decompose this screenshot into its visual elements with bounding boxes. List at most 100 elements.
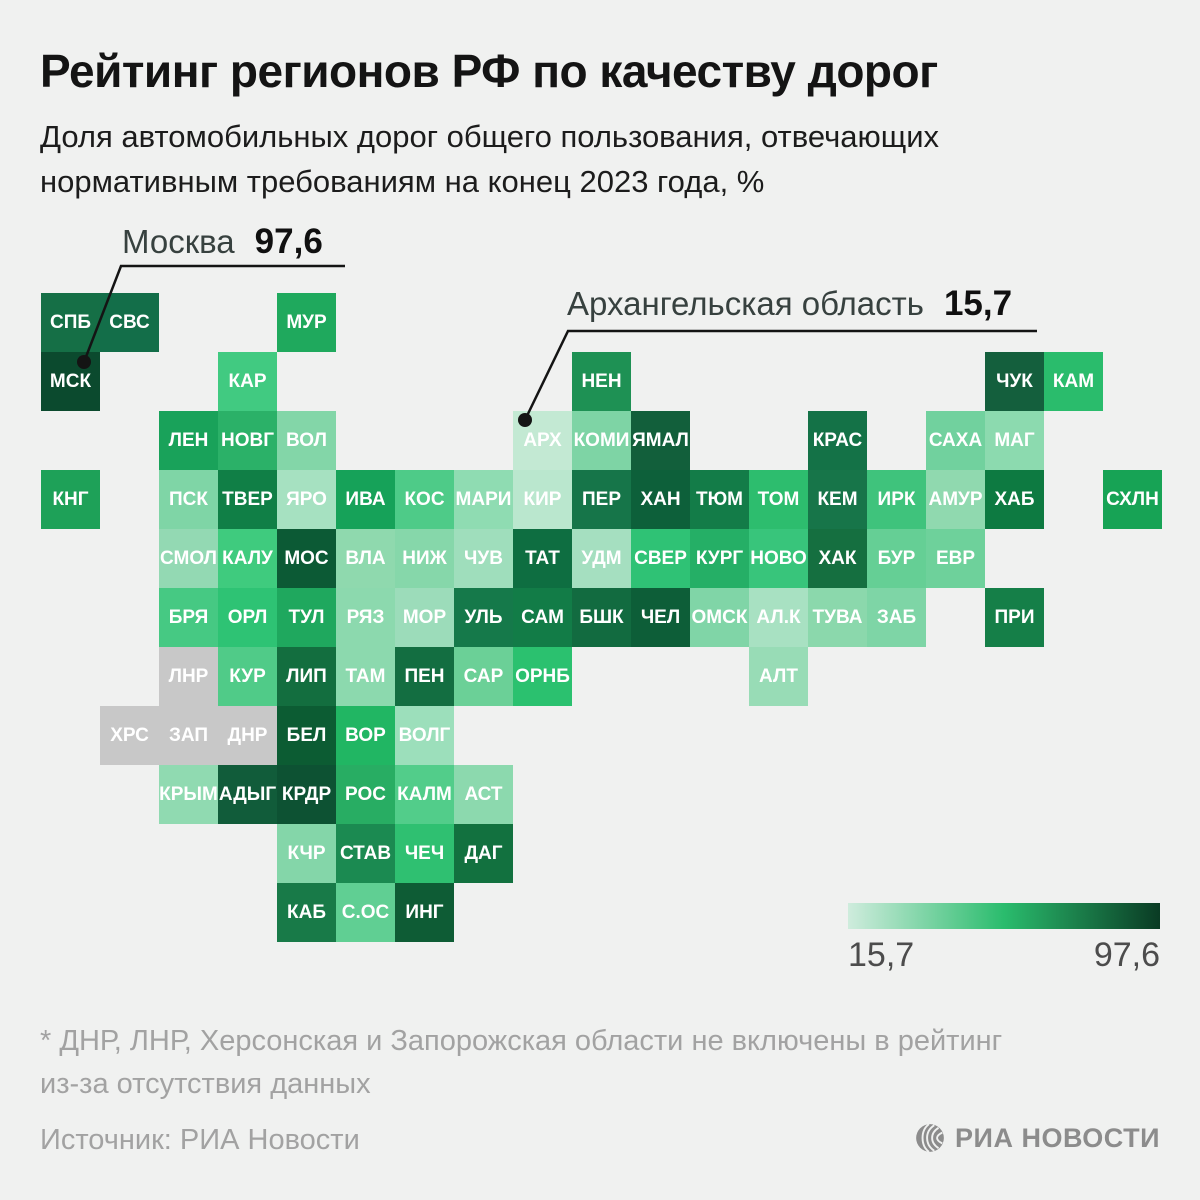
region-tile-ОРНБ: ОРНБ: [513, 647, 572, 706]
region-tile-КУРГ: КУРГ: [690, 529, 749, 588]
region-tile-label: РОС: [345, 783, 386, 805]
region-tile-label: ТОМ: [757, 488, 800, 510]
footnote: * ДНР, ЛНР, Херсонская и Запорожская обл…: [40, 1020, 1100, 1106]
region-tile-ХАБ: ХАБ: [985, 470, 1044, 529]
region-tile-label: ТЮМ: [695, 488, 744, 510]
region-tile-КАЛУ: КАЛУ: [218, 529, 277, 588]
region-tile-label: ПЕР: [581, 488, 621, 510]
annotation-moscow: Москва 97,6: [122, 222, 323, 262]
region-tile-ТУЛ: ТУЛ: [277, 588, 336, 647]
region-tile-label: АСТ: [464, 783, 503, 805]
region-tile-label: ЧУК: [996, 370, 1033, 392]
region-tile-label: КАМ: [1052, 370, 1095, 392]
region-tile-label: ИНГ: [405, 901, 444, 923]
legend-max-label: 97,6: [1093, 936, 1160, 974]
region-tile-САР: САР: [454, 647, 513, 706]
region-tile-label: ИВА: [345, 488, 386, 510]
region-tile-ДАГ: ДАГ: [454, 824, 513, 883]
ria-globe-icon: [916, 1123, 944, 1153]
region-tile-label: УДМ: [581, 547, 622, 569]
region-tile-ОРЛ: ОРЛ: [218, 588, 277, 647]
region-tile-label: ОМСК: [691, 606, 748, 628]
region-tile-МОС: МОС: [277, 529, 336, 588]
region-tile-ВЛА: ВЛА: [336, 529, 395, 588]
region-tile-label: ХАН: [640, 488, 681, 510]
region-tile-НИЖ: НИЖ: [395, 529, 454, 588]
region-tile-label: КАЛМ: [397, 783, 452, 805]
region-tile-label: ИРК: [877, 488, 916, 510]
region-tile-label: ТАТ: [525, 547, 560, 569]
region-tile-label: БЕЛ: [286, 724, 327, 746]
region-tile-ОМСК: ОМСК: [690, 588, 749, 647]
region-tile-КАР: КАР: [218, 352, 277, 411]
region-tile-label: СВС: [109, 311, 150, 333]
region-tile-КОС: КОС: [395, 470, 454, 529]
source-label: Источник: РИА Новости: [40, 1124, 360, 1156]
region-tile-ДНР: ДНР: [218, 706, 277, 765]
region-tile-СХЛН: СХЛН: [1103, 470, 1162, 529]
region-tile-НОВО: НОВО: [749, 529, 808, 588]
region-tile-СВС: СВС: [100, 293, 159, 352]
region-tile-СТАВ: СТАВ: [336, 824, 395, 883]
region-tile-РЯЗ: РЯЗ: [336, 588, 395, 647]
region-tile-ВОЛ: ВОЛ: [277, 411, 336, 470]
region-tile-label: КУРГ: [695, 547, 744, 569]
region-tile-ВОЛГ: ВОЛГ: [395, 706, 454, 765]
region-tile-КАМ: КАМ: [1044, 352, 1103, 411]
region-tile-БУР: БУР: [867, 529, 926, 588]
region-tile-label: НЕН: [581, 370, 622, 392]
region-tile-МАРИ: МАРИ: [454, 470, 513, 529]
region-tile-КОМИ: КОМИ: [572, 411, 631, 470]
region-tile-label: ТАМ: [345, 665, 386, 687]
region-tile-label: АЛТ: [759, 665, 798, 687]
region-tile-label: КОМИ: [573, 429, 630, 451]
region-tile-label: ХАК: [818, 547, 857, 569]
subtitle-line-2: нормативным требованиям на конец 2023 го…: [40, 164, 765, 199]
region-tile-КНГ: КНГ: [41, 470, 100, 529]
region-tile-АМУР: АМУР: [926, 470, 985, 529]
region-tile-МОР: МОР: [395, 588, 454, 647]
legend-min-label: 15,7: [848, 936, 915, 974]
region-tile-label: КРЫМ: [159, 783, 218, 805]
annotation-arkhangelsk-value: 15,7: [943, 284, 1013, 323]
region-tile-ЗАП: ЗАП: [159, 706, 218, 765]
region-tile-ИНГ: ИНГ: [395, 883, 454, 942]
region-tile-label: ЕВР: [935, 547, 976, 569]
region-tile-label: ПРИ: [994, 606, 1035, 628]
region-tile-ЛИП: ЛИП: [277, 647, 336, 706]
region-tile-КРЫМ: КРЫМ: [159, 765, 218, 824]
region-tile-КИР: КИР: [513, 470, 572, 529]
region-tile-КЕМ: КЕМ: [808, 470, 867, 529]
region-tile-ИРК: ИРК: [867, 470, 926, 529]
region-tile-label: КОС: [404, 488, 445, 510]
region-tile-label: С.ОС: [341, 901, 390, 923]
region-tile-ХАН: ХАН: [631, 470, 690, 529]
region-tile-СМОЛ: СМОЛ: [159, 529, 218, 588]
region-tile-АРХ: АРХ: [513, 411, 572, 470]
region-tile-label: ХРС: [110, 724, 149, 746]
region-tile-label: МОР: [402, 606, 447, 628]
region-tile-label: САХА: [928, 429, 983, 451]
region-tile-ЗАБ: ЗАБ: [867, 588, 926, 647]
region-tile-label: ВОЛГ: [398, 724, 451, 746]
region-tile-label: МОС: [284, 547, 329, 569]
region-tile-label: ЛЕН: [168, 429, 209, 451]
region-tile-label: МУР: [286, 311, 327, 333]
region-tile-label: ТУВА: [812, 606, 863, 628]
region-tile-ТЮМ: ТЮМ: [690, 470, 749, 529]
region-tile-label: МСК: [49, 370, 92, 392]
region-tile-label: БУР: [877, 547, 916, 569]
region-tile-ТАТ: ТАТ: [513, 529, 572, 588]
region-tile-ПРИ: ПРИ: [985, 588, 1044, 647]
region-tile-АСТ: АСТ: [454, 765, 513, 824]
region-tile-label: СТАВ: [339, 842, 392, 864]
region-tile-label: ПСК: [169, 488, 208, 510]
region-tile-ЯМАЛ: ЯМАЛ: [631, 411, 690, 470]
region-tile-label: БШК: [579, 606, 624, 628]
region-tile-СВЕР: СВЕР: [631, 529, 690, 588]
region-tile-label: АЛ.К: [756, 606, 801, 628]
annotation-arkhangelsk-label: Архангельская область: [567, 285, 924, 322]
region-tile-label: МАГ: [994, 429, 1035, 451]
region-tile-САХА: САХА: [926, 411, 985, 470]
region-tile-label: ЛИП: [286, 665, 327, 687]
